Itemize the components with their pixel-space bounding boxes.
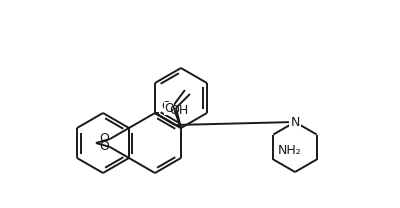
Text: O: O [161,100,171,114]
Text: O: O [164,102,174,114]
Text: N: N [290,115,300,129]
Text: NH₂: NH₂ [277,144,301,156]
Text: O: O [99,140,109,154]
Text: O: O [99,132,109,146]
Text: OH: OH [169,104,188,118]
